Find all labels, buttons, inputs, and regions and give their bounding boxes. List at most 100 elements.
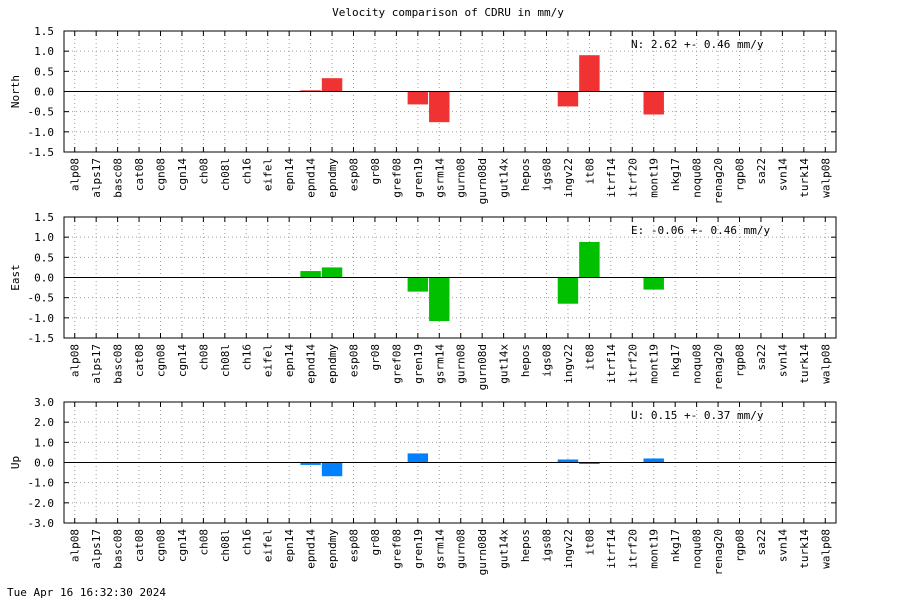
bar-ingv22 <box>557 459 579 463</box>
chart-title: Velocity comparison of CDRU in mm/y <box>332 6 564 19</box>
x-tick-label-alp08: alp08 <box>69 158 82 191</box>
bar-gsrm14 <box>429 277 450 322</box>
x-tick-label-mont19: mont19 <box>648 158 661 198</box>
x-tick-label-walp08: walp08 <box>819 158 832 198</box>
velocity-annotation: U: 0.15 +- 0.37 mm/y <box>631 409 764 422</box>
x-tick-label-gurn08d: gurn08d <box>476 344 489 390</box>
x-tick-label-gut14x: gut14x <box>498 529 511 569</box>
x-tick-label-gut14x: gut14x <box>498 158 511 198</box>
x-tick-label-renag20: renag20 <box>712 529 725 575</box>
y-tick-label: -1.0 <box>28 312 55 325</box>
x-tick-label-epn14: epn14 <box>283 344 296 377</box>
y-tick-label: 0.0 <box>34 86 54 99</box>
y-tick-label: -0.5 <box>28 292 55 305</box>
x-tick-label-alps17: alps17 <box>90 158 103 198</box>
velocity-annotation: N: 2.62 +- 0.46 mm/y <box>631 38 764 51</box>
bar-gsrm14 <box>429 91 450 123</box>
x-tick-label-itrf14: itrf14 <box>605 344 618 384</box>
x-tick-label-epnd14: epnd14 <box>305 344 318 384</box>
x-tick-label-itrf14: itrf14 <box>605 529 618 569</box>
x-tick-label-igs08: igs08 <box>541 344 554 377</box>
x-tick-label-rgp08: rgp08 <box>734 529 747 562</box>
x-tick-label-it08: it08 <box>583 529 596 556</box>
x-tick-label-ch16: ch16 <box>240 158 253 185</box>
bar-epndmy <box>321 462 343 477</box>
bar-it08 <box>579 55 600 92</box>
y-tick-label: 0.0 <box>34 272 54 285</box>
x-tick-label-gurn08d: gurn08d <box>476 158 489 204</box>
x-tick-label-cgn14: cgn14 <box>176 529 189 562</box>
x-tick-label-sa22: sa22 <box>755 529 768 556</box>
x-tick-label-gurn08: gurn08 <box>455 529 468 569</box>
x-tick-label-svn14: svn14 <box>776 158 789 191</box>
x-tick-label-gr08: gr08 <box>369 158 382 185</box>
panel-east: 1.5 1.0 0.5 0.0 -0.5 -1.0 -1.5 alp08 alps17 basc0… <box>9 211 837 390</box>
x-tick-label-epndmy: epndmy <box>326 529 339 569</box>
x-tick-label-ch16: ch16 <box>240 344 253 371</box>
x-tick-label-nkg17: nkg17 <box>669 344 682 377</box>
x-tick-label-ch08: ch08 <box>197 158 210 185</box>
x-tick-label-epndmy: epndmy <box>326 158 339 198</box>
bar-epnd14 <box>300 271 321 278</box>
x-tick-label-nkg17: nkg17 <box>669 158 682 191</box>
x-tick-label-itrf14: itrf14 <box>605 158 618 198</box>
y-axis-label: Up <box>9 456 22 469</box>
x-tick-label-ch08l: ch08l <box>219 344 232 377</box>
y-tick-label: -1.0 <box>28 477 55 490</box>
x-tick-label-renag20: renag20 <box>712 344 725 390</box>
bar-it08 <box>579 462 600 464</box>
x-tick-label-epndmy: epndmy <box>326 344 339 384</box>
x-tick-label-esp08: esp08 <box>348 344 361 377</box>
x-tick-label-igs08: igs08 <box>541 158 554 191</box>
x-tick-label-alp08: alp08 <box>69 529 82 562</box>
velocity-annotation: E: -0.06 +- 0.46 mm/y <box>631 224 770 237</box>
x-tick-label-hepos: hepos <box>519 344 532 377</box>
x-tick-label-gsrm14: gsrm14 <box>433 529 446 569</box>
x-tick-label-ch16: ch16 <box>240 529 253 556</box>
y-tick-label: 1.5 <box>34 211 54 224</box>
x-tick-label-ch08: ch08 <box>197 344 210 371</box>
x-tick-label-alps17: alps17 <box>90 529 103 569</box>
y-tick-label: 1.0 <box>34 436 54 449</box>
x-tick-label-walp08: walp08 <box>819 529 832 569</box>
x-tick-label-ch08l: ch08l <box>219 158 232 191</box>
bar-gren19 <box>407 277 429 292</box>
x-tick-label-noqu08: noqu08 <box>691 529 704 569</box>
x-tick-label-sa22: sa22 <box>755 158 768 185</box>
x-tick-label-basc08: basc08 <box>112 158 125 198</box>
x-tick-label-gref08: gref08 <box>390 344 403 384</box>
x-tick-label-gren19: gren19 <box>412 344 425 384</box>
x-tick-label-epn14: epn14 <box>283 158 296 191</box>
bar-epndmy <box>321 78 343 92</box>
x-tick-label-rgp08: rgp08 <box>734 158 747 191</box>
x-tick-label-noqu08: noqu08 <box>691 158 704 198</box>
x-tick-label-epnd14: epnd14 <box>305 158 318 198</box>
bar-mont19 <box>643 458 664 463</box>
x-tick-label-eifel: eifel <box>262 344 275 377</box>
bar-epnd14 <box>300 462 321 465</box>
chart-panels: 1.5 1.0 0.5 0.0 -0.5 -1.0 -1.5 alp08 alps17 basc0… <box>9 25 837 575</box>
x-tick-label-walp08: walp08 <box>819 344 832 384</box>
x-tick-label-gref08: gref08 <box>390 158 403 198</box>
x-tick-label-itrf20: itrf20 <box>626 344 639 384</box>
y-tick-label: -1.0 <box>28 126 55 139</box>
x-tick-label-esp08: esp08 <box>348 158 361 191</box>
y-tick-label: 0.5 <box>34 65 54 78</box>
panel-up: 3.0 2.0 1.0 0.0 -1.0 -2.0 -3.0 alp08 alps17 basc0… <box>9 396 837 575</box>
x-tick-label-cat08: cat08 <box>133 529 146 562</box>
x-tick-label-ingv22: ingv22 <box>562 344 575 384</box>
x-tick-label-it08: it08 <box>583 344 596 371</box>
x-tick-label-eifel: eifel <box>262 158 275 191</box>
x-tick-label-mont19: mont19 <box>648 529 661 569</box>
bar-epndmy <box>321 267 343 278</box>
bar-ingv22 <box>557 277 579 304</box>
y-tick-label: 2.0 <box>34 416 54 429</box>
x-tick-label-turk14: turk14 <box>798 344 811 384</box>
y-tick-label: 1.5 <box>34 25 54 38</box>
y-tick-label: 1.0 <box>34 231 54 244</box>
x-tick-label-alps17: alps17 <box>90 344 103 384</box>
x-tick-label-igs08: igs08 <box>541 529 554 562</box>
x-tick-label-cat08: cat08 <box>133 344 146 377</box>
bar-mont19 <box>643 277 664 290</box>
